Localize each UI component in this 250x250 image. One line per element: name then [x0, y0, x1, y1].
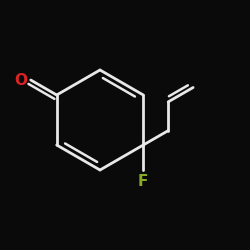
Text: F: F	[138, 174, 148, 190]
Text: O: O	[14, 72, 27, 88]
